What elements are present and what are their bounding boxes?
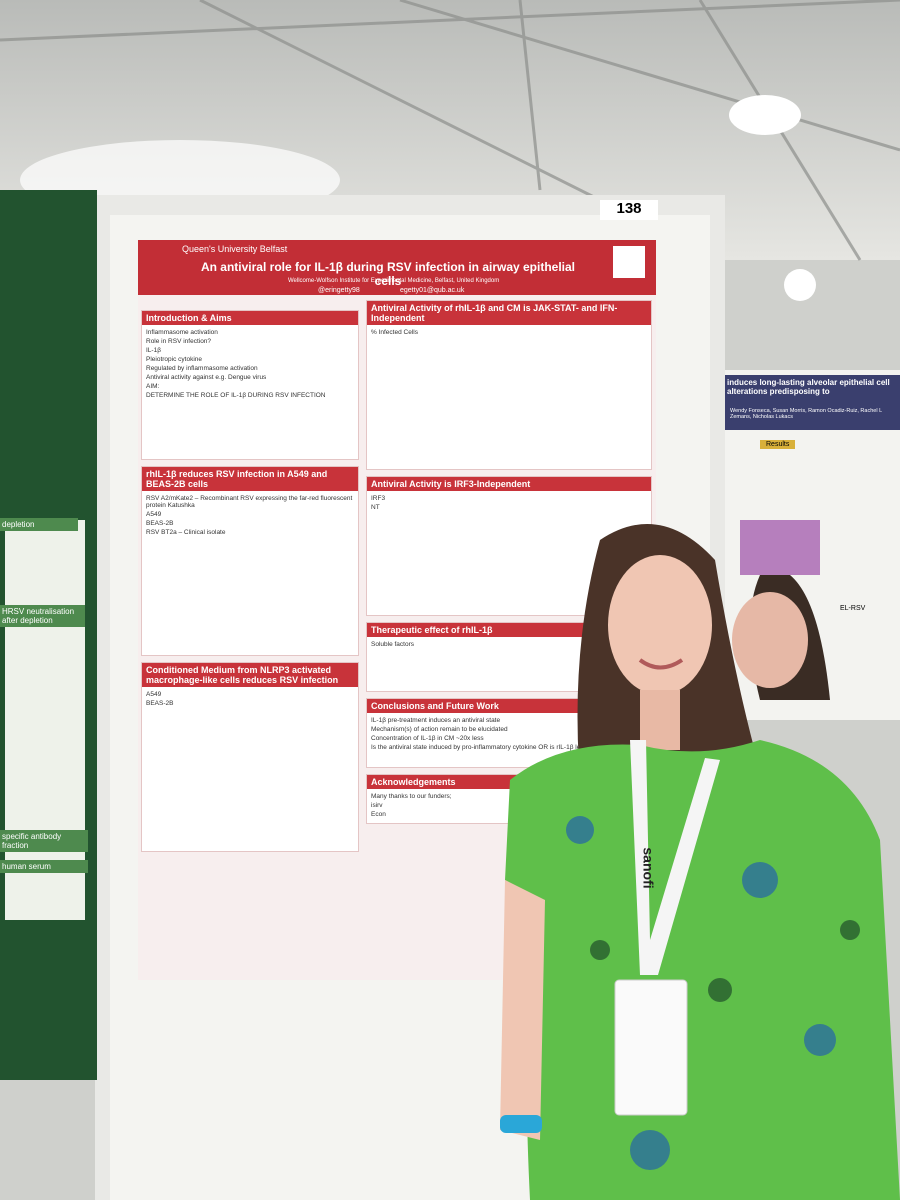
section-heading: Antiviral Activity is IRF3-Independent	[367, 477, 651, 491]
left-poster-label: human serum	[0, 860, 88, 873]
section-text: Many thanks to our funders;	[371, 793, 452, 800]
section-text: Concentration of IL-1β in CM ~20x less	[371, 735, 484, 742]
poster-header: Queen's University Belfast An antiviral …	[138, 240, 656, 295]
section-text: Inflammasome activation	[146, 329, 218, 336]
section-text: RSV BT2a – Clinical isolate	[146, 529, 226, 536]
section-text: BEAS-2B	[146, 700, 174, 707]
section-text: IL-1β pre-treatment induces an antiviral…	[371, 717, 501, 724]
section-text: IRF3	[371, 495, 386, 502]
email: egetty01@qub.ac.uk	[400, 287, 465, 294]
section-text: A549	[146, 691, 162, 698]
section-text: isirv	[371, 802, 383, 809]
section-text: % Infected Cells	[371, 329, 418, 336]
section-heading: rhIL-1β reduces RSV infection in A549 an…	[142, 467, 358, 491]
section-text: Regulated by inflammasome activation	[146, 365, 258, 372]
section-text: Pleiotropic cytokine	[146, 356, 202, 363]
poster-section: Conditioned Medium from NLRP3 activated …	[141, 662, 359, 852]
side-poster-label: EL-RSV	[840, 605, 866, 612]
section-text: Antiviral activity against e.g. Dengue v…	[146, 374, 267, 381]
left-poster-label: specific antibody fraction	[0, 830, 88, 852]
section-heading: Introduction & Aims	[142, 311, 358, 325]
section-text: Econ	[371, 811, 386, 818]
section-text: BEAS-2B	[146, 520, 174, 527]
institution: Queen's University Belfast	[182, 244, 288, 254]
lanyard-text: sanofi	[640, 847, 657, 889]
poster-section: rhIL-1β reduces RSV infection in A549 an…	[141, 466, 359, 656]
section-text: A549	[146, 511, 162, 518]
side-poster-authors: Wendy Fonseca, Susan Morris, Ramon Ocadi…	[730, 408, 882, 420]
side-poster-label: Results	[760, 440, 796, 449]
poster-title: An antiviral role for IL-1β during RSV i…	[200, 260, 576, 288]
left-poster-label: depletion	[0, 518, 78, 531]
section-text: Soluble factors	[371, 641, 414, 648]
section-text: RSV A2/mKate2 – Recombinant RSV expressi…	[146, 495, 353, 509]
poster-section: Introduction & Aims Inflammasome activati…	[141, 310, 359, 460]
section-text: Is the antiviral state induced by pro-in…	[371, 744, 638, 751]
section-text: Role in RSV infection?	[146, 338, 212, 345]
section-text: AIM:	[146, 383, 160, 390]
section-heading: Antiviral Activity of rhIL-1β and CM is …	[367, 301, 651, 325]
board-number: 138	[600, 200, 658, 220]
affiliation: Wellcome-Wolfson Institute for Experimen…	[288, 278, 500, 284]
section-text: IL-1β	[146, 347, 161, 354]
left-poster-label: HRSV neutralisation after depletion	[0, 605, 85, 627]
twitter: @eringetty98	[318, 287, 360, 294]
section-heading: Conditioned Medium from NLRP3 activated …	[142, 663, 358, 687]
section-text: NT	[371, 504, 380, 511]
qr-code	[613, 246, 645, 278]
section-text: DETERMINE THE ROLE OF IL-1β DURING RSV I…	[146, 392, 326, 399]
side-poster-title: induces long-lasting alveolar epithelial…	[727, 378, 890, 396]
section-text: Mechanism(s) of action remain to be eluc…	[371, 726, 508, 733]
section-heading: Therapeutic effect of rhIL-1β	[367, 623, 651, 637]
left-column: Introduction & Aims Inflammasome activati…	[141, 310, 359, 858]
poster-section: Antiviral Activity of rhIL-1β and CM is …	[366, 300, 652, 470]
